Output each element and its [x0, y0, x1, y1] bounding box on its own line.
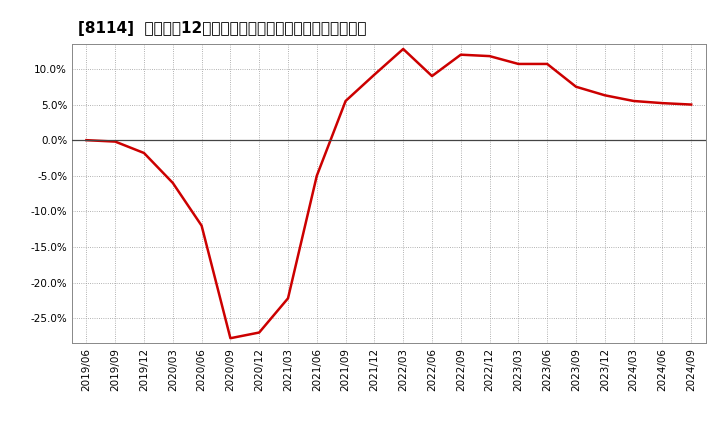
Text: [8114]  売上高の12か月移動合計の対前年同期増減率の推移: [8114] 売上高の12か月移動合計の対前年同期増減率の推移: [78, 21, 366, 36]
